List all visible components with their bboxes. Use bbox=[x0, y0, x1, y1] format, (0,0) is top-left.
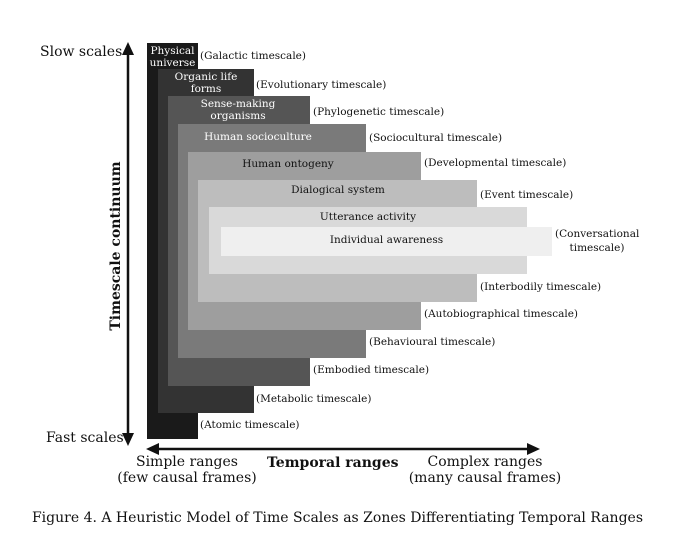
complex-ranges-line2: (many causal frames) bbox=[408, 470, 562, 486]
scale-label-behavioural: (Behavioural timescale) bbox=[369, 336, 496, 348]
zone-title-human-socioculture: Human socioculture bbox=[204, 131, 312, 143]
scale-label-conversational-line2: timescale) bbox=[569, 242, 625, 254]
simple-ranges-label: Simple ranges (few causal frames) bbox=[112, 454, 262, 486]
zone-title-physical-universe: Physical universe bbox=[149, 45, 196, 69]
scale-label-event: (Event timescale) bbox=[480, 189, 574, 201]
zone-title-dialogical-system: Dialogical system bbox=[291, 184, 385, 196]
zone-title-individual-awareness: Individual awareness bbox=[329, 234, 444, 246]
scale-label-phylogenetic: (Phylogenetic timescale) bbox=[313, 106, 445, 118]
complex-ranges-line1: Complex ranges bbox=[427, 454, 543, 470]
scale-label-autobiographical: (Autobiographical timescale) bbox=[424, 308, 579, 320]
horizontal-axis-title: Temporal ranges bbox=[267, 455, 399, 471]
vertical-axis-title: Timescale continuum bbox=[108, 161, 124, 331]
scale-label-sociocultural: (Sociocultural timescale) bbox=[369, 132, 503, 144]
scale-label-embodied: (Embodied timescale) bbox=[313, 364, 430, 376]
complex-ranges-label: Complex ranges (many causal frames) bbox=[405, 454, 565, 486]
zone-title-organic-life-forms: Organic life forms bbox=[174, 71, 238, 95]
scale-label-galactic: (Galactic timescale) bbox=[200, 50, 306, 62]
fast-scales-label: Fast scales bbox=[46, 430, 124, 446]
scale-label-interbodily: (Interbodily timescale) bbox=[480, 281, 602, 293]
scale-label-developmental: (Developmental timescale) bbox=[424, 157, 567, 169]
slow-scales-label: Slow scales bbox=[40, 44, 123, 60]
zone-title-human-ontogeny: Human ontogeny bbox=[242, 158, 334, 170]
vertical-arrow-down-head bbox=[122, 433, 134, 446]
scale-label-metabolic: (Metabolic timescale) bbox=[256, 393, 372, 405]
zone-title-sense-making-organisms: Sense-making organisms bbox=[200, 98, 276, 122]
scale-label-atomic: (Atomic timescale) bbox=[200, 419, 300, 431]
simple-ranges-line2: (few causal frames) bbox=[117, 470, 257, 486]
scale-label-evolutionary: (Evolutionary timescale) bbox=[256, 79, 387, 91]
scale-label-conversational-line1: (Conversational bbox=[555, 228, 640, 240]
vertical-arrow-up-head bbox=[122, 42, 134, 55]
figure-caption: Figure 4. A Heuristic Model of Time Scal… bbox=[31, 510, 644, 526]
simple-ranges-line1: Simple ranges bbox=[135, 454, 238, 470]
zone-title-utterance-activity: Utterance activity bbox=[319, 211, 417, 223]
zone-individual-awareness bbox=[221, 227, 552, 256]
scale-label-conversational: (Conversational timescale) bbox=[555, 227, 639, 255]
